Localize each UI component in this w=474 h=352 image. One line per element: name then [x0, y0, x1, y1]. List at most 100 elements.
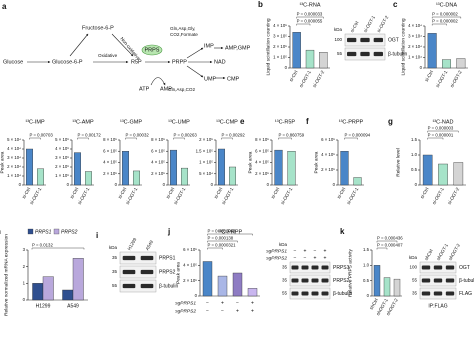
y-tick-label: 0	[415, 182, 418, 187]
bar	[456, 58, 466, 69]
enzyme-shape	[141, 44, 163, 56]
chart-title: ¹³C-NAD	[432, 119, 453, 125]
edge-label: CO2,Formate	[170, 32, 198, 37]
legend-label: PRPS1	[35, 229, 52, 235]
blot-band	[301, 278, 309, 283]
bar	[305, 49, 315, 69]
node: NAD	[214, 59, 226, 65]
blot-lane: shCtrl	[424, 248, 434, 261]
blot-band	[373, 51, 383, 57]
blot-band	[140, 269, 154, 275]
condition-value: −	[236, 300, 239, 306]
blot-lane: si-OGT-2	[376, 14, 390, 33]
blot-kda: 55	[282, 291, 288, 296]
arrow	[69, 33, 89, 57]
x-tick-label: si-Ctrl	[117, 187, 127, 200]
condition-value: +	[324, 248, 327, 254]
blot-band	[445, 278, 455, 283]
p-value: P = 0.00292	[222, 133, 246, 138]
blot-band	[347, 37, 357, 43]
y-tick-label: 0	[67, 182, 70, 187]
bar	[427, 33, 437, 69]
y-tick-label: 4 × 10⁵	[151, 160, 165, 165]
bar	[180, 167, 188, 186]
blot-band	[347, 51, 357, 57]
chart-title: ¹³C-UMP	[168, 119, 190, 125]
p-bracket	[29, 137, 41, 140]
node: AMP	[160, 86, 172, 92]
y-tick-label: 3 × 10⁴	[7, 155, 21, 160]
p-value: P = 0.0000321	[208, 243, 237, 248]
p-value: P = 0.000138	[208, 236, 234, 241]
condition-value: +	[314, 255, 317, 261]
y-tick-label: 2 × 10⁵	[183, 278, 197, 283]
condition-value: +	[221, 300, 224, 306]
blot-kda: 35	[112, 255, 118, 260]
condition-value: +	[251, 308, 254, 314]
blot-band	[321, 265, 329, 270]
x-tick-label: si-Ctrl	[288, 70, 298, 83]
y-tick-label: 0.5	[363, 278, 370, 283]
bar	[453, 162, 464, 186]
y-tick-label: 0	[163, 182, 166, 187]
node: Fructose-6-P	[82, 25, 114, 31]
x-tick-label: si-OGT-1	[346, 186, 360, 205]
node: Glucose	[3, 59, 23, 65]
blot-band	[421, 278, 431, 283]
y-tick-label: 0	[367, 293, 370, 298]
blot-band	[433, 291, 443, 296]
y-tick-label: 0	[195, 293, 198, 298]
p-value: P = 0.00172	[78, 133, 102, 138]
y-axis-label: Peak area	[313, 151, 319, 173]
blot-band	[301, 265, 309, 270]
blot-band	[311, 291, 319, 296]
p-bracket	[296, 23, 311, 26]
condition-value: −	[206, 308, 209, 314]
blot-strip	[119, 265, 157, 279]
y-tick-label: 6 × 10⁵	[103, 148, 117, 153]
p-bracket	[207, 247, 223, 250]
blot-band	[291, 278, 299, 283]
blot-band	[321, 278, 329, 283]
x-tick-label: shCtrl	[369, 298, 379, 311]
y-tick-label: 1.5	[411, 137, 418, 142]
blot-band	[122, 283, 136, 289]
x-tick-label: si-Ctrl	[424, 70, 434, 83]
panel-label: h	[0, 227, 1, 236]
y-tick-label: 8 × 10⁵	[151, 137, 165, 142]
legend-swatch	[27, 228, 34, 235]
y-tick-label: 2 × 10⁴	[7, 164, 21, 169]
x-tick-label: si-OGT-2	[449, 69, 463, 88]
y-tick-label: 2 × 10⁵	[103, 171, 117, 176]
p-value: P = 0.0000009	[208, 229, 237, 234]
blot-kda: 55	[337, 51, 343, 56]
bar	[274, 149, 283, 186]
y-tick-label: 8 × 10⁵	[255, 137, 269, 142]
blot-kda: 35	[112, 269, 118, 274]
blot-band	[301, 291, 309, 296]
p-value: P = 0.000407	[377, 243, 403, 248]
panel-label: c	[393, 0, 398, 9]
p-bracket	[427, 130, 459, 133]
condition-value: −	[294, 255, 297, 261]
panel-label: g	[388, 117, 393, 126]
blot-strip	[289, 274, 331, 287]
blot-kda-title: kDa	[279, 242, 287, 247]
blot-row-name: β-tubulin	[459, 278, 474, 284]
blot-band	[445, 291, 455, 296]
p-bracket	[296, 16, 324, 19]
blot-lane: H1299	[127, 237, 138, 251]
y-tick-label: 0	[420, 65, 423, 70]
blot-strip	[289, 261, 331, 274]
condition-value: −	[304, 255, 307, 261]
x-tick-label: si-OGT-1	[435, 69, 449, 88]
y-tick-label: 2	[23, 264, 26, 269]
condition-value: +	[324, 255, 327, 261]
y-tick-label: 8 × 10⁵	[103, 137, 117, 142]
edge-label: Oxidative	[98, 53, 118, 58]
x-tick-label: si-OGT-2	[312, 69, 326, 88]
chart-title: ¹³C-AMP	[72, 119, 94, 125]
blot-kda-title: kDa	[334, 27, 342, 32]
p-value: P = 0.00703	[30, 133, 54, 138]
panel-label: j	[167, 227, 170, 236]
